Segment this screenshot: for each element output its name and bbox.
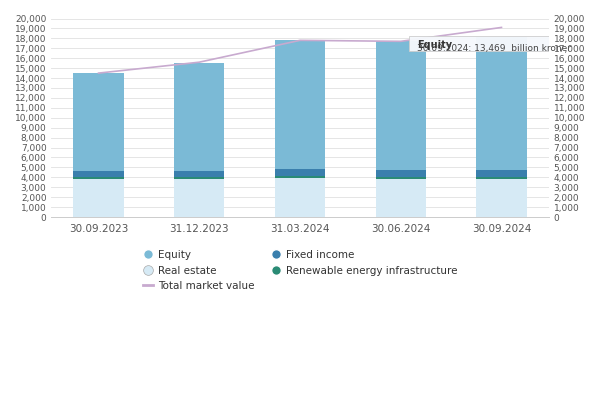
Text: Equity: Equity	[417, 40, 452, 50]
Bar	[73, 177, 124, 179]
Text: 30.09.2024: 13,469  billion kroner: 30.09.2024: 13,469 billion kroner	[417, 44, 571, 53]
Bar	[376, 171, 426, 177]
Bar	[174, 177, 224, 179]
Bar	[174, 171, 224, 177]
FancyBboxPatch shape	[409, 37, 588, 51]
Bar	[275, 169, 325, 176]
Bar	[376, 177, 426, 179]
Bar	[376, 42, 426, 171]
Bar	[73, 171, 124, 177]
Bar	[275, 40, 325, 169]
Bar	[73, 179, 124, 217]
Bar	[476, 177, 527, 179]
Bar	[174, 179, 224, 217]
Bar	[376, 179, 426, 217]
Legend: Equity, Real estate, Total market value, Fixed income, Renewable energy infrastr: Equity, Real estate, Total market value,…	[139, 246, 461, 295]
Bar	[476, 37, 527, 171]
Bar	[476, 179, 527, 217]
Bar	[476, 171, 527, 177]
Bar	[275, 178, 325, 217]
Bar	[275, 176, 325, 178]
Bar	[73, 73, 124, 171]
Bar	[174, 63, 224, 171]
